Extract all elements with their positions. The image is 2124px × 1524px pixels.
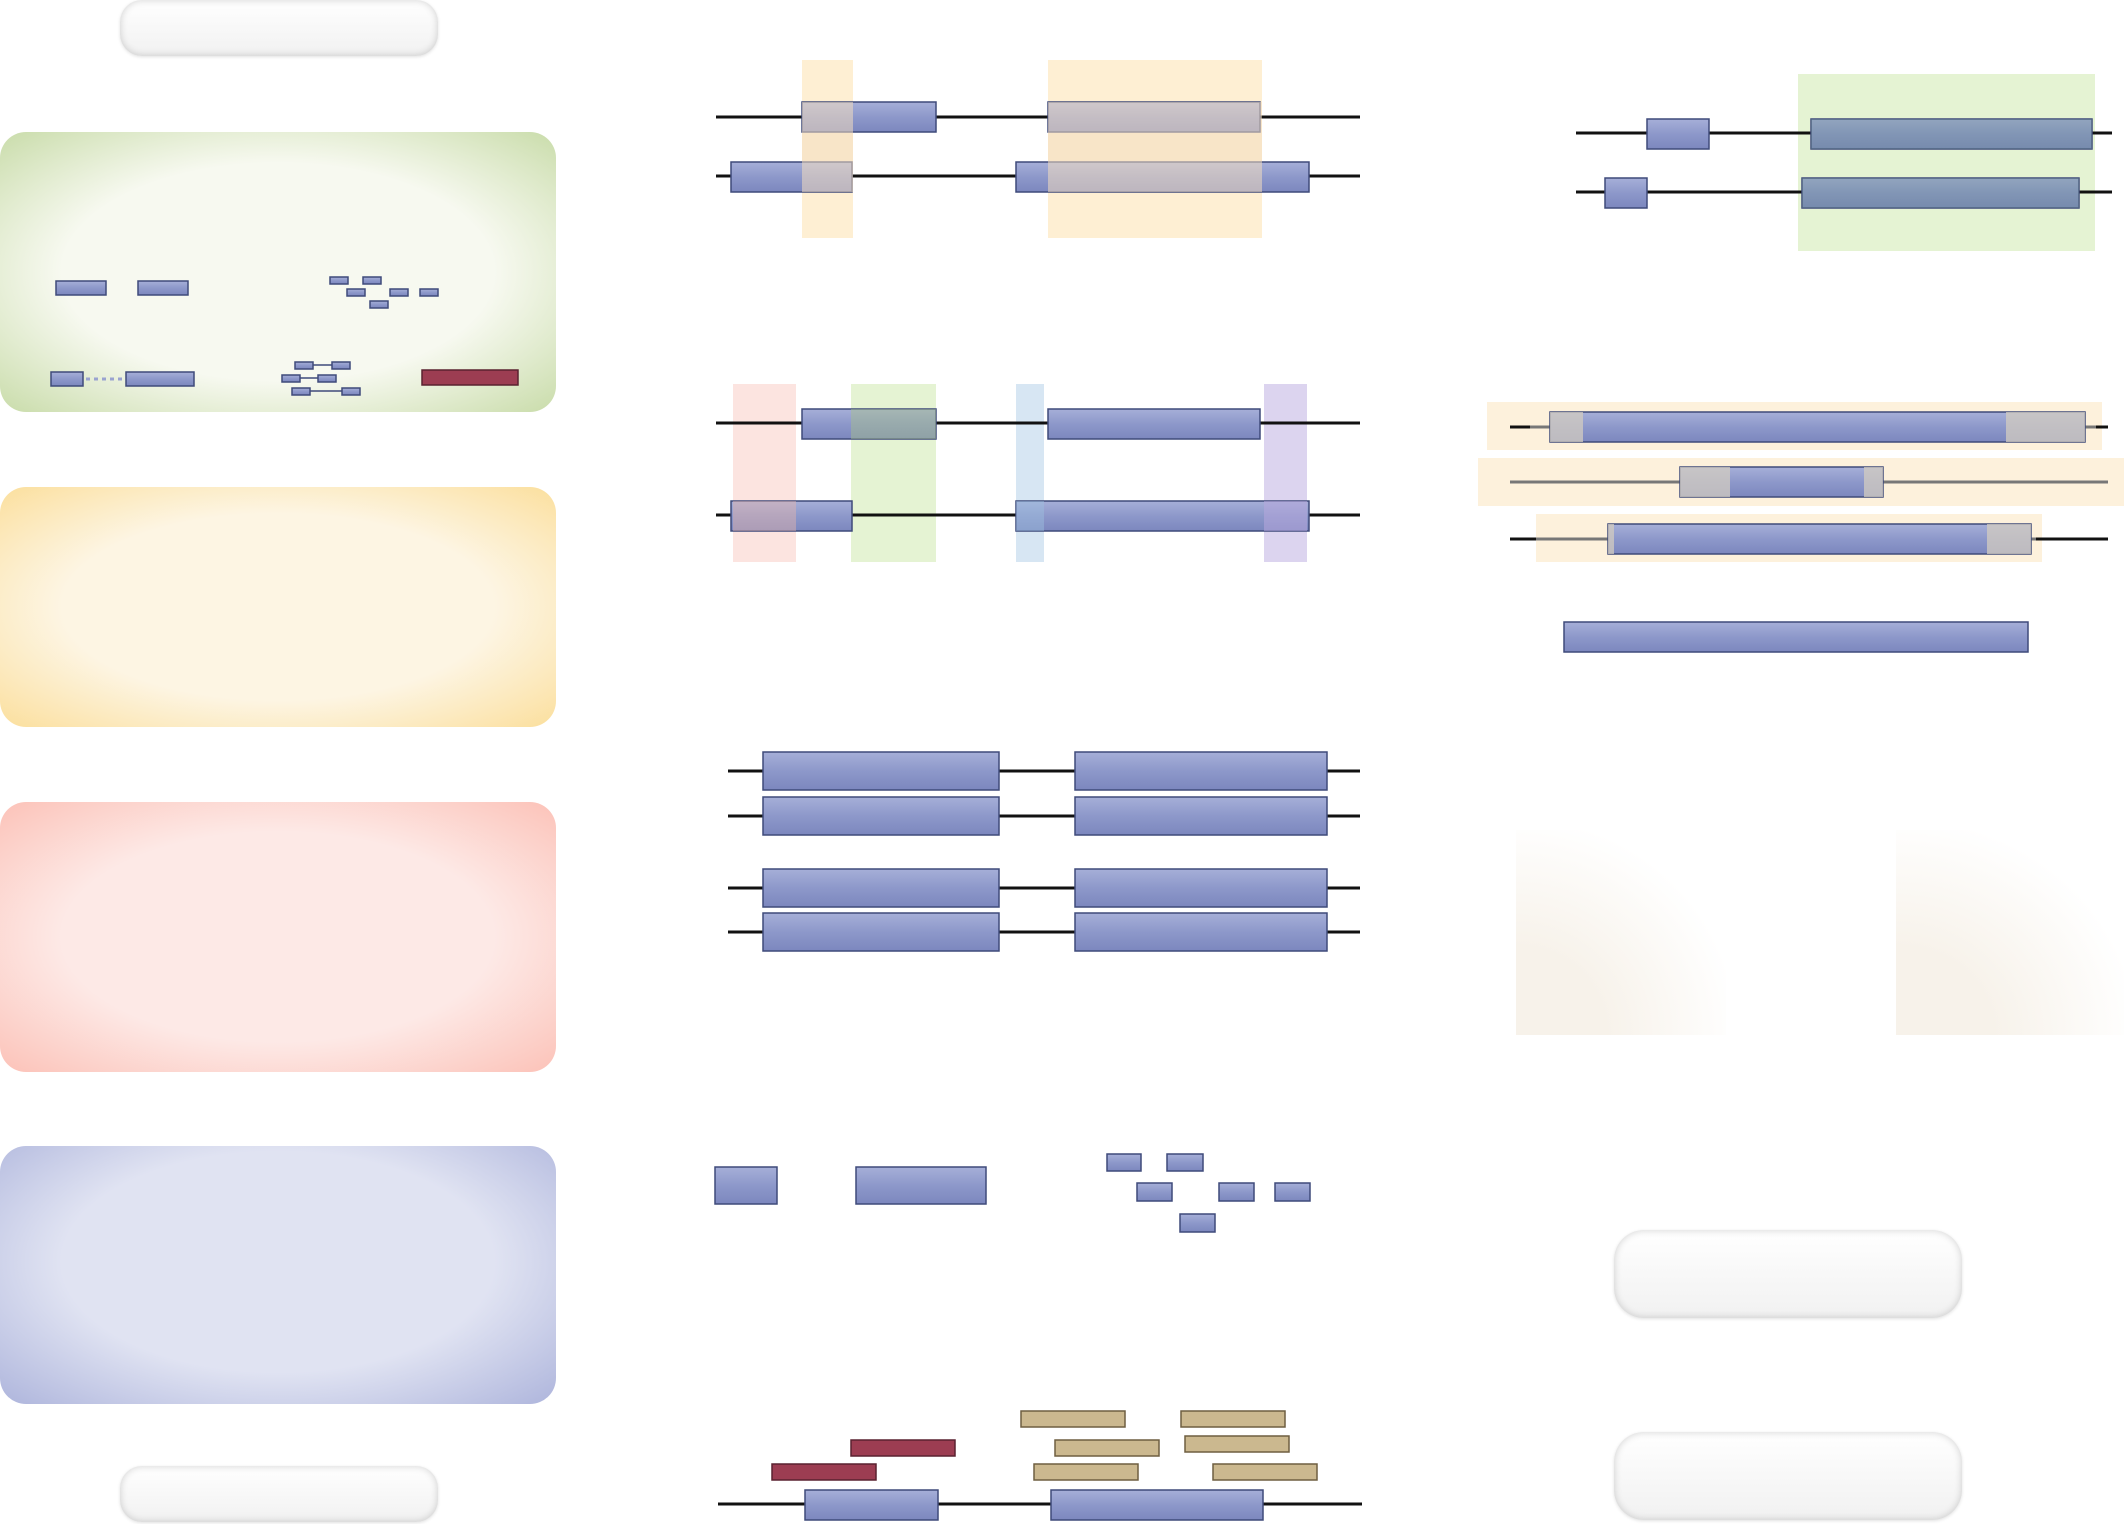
top-left-label-pill: [120, 0, 438, 56]
panel-green-glyphs: [50, 276, 519, 396]
exon-block-icon: [55, 280, 107, 296]
paired-read-icon: [281, 361, 361, 396]
faded-shape-left: [1516, 830, 1726, 1035]
middle-diagram-4: [714, 1153, 1311, 1233]
gene-model-icon: [50, 371, 195, 387]
right-diagram-1: [1576, 74, 2112, 251]
bottom-left-label-pill: [120, 1466, 438, 1522]
legend-panel-blue: [0, 1146, 556, 1404]
right-diagram-2: [1478, 402, 2124, 562]
exon-block-icon: [137, 280, 189, 296]
legend-panel-yellow: [0, 487, 556, 727]
middle-diagram-1: [716, 60, 1360, 238]
legend-panel-green: [0, 132, 556, 412]
read-fragment-icon: [329, 276, 439, 309]
middle-diagram-3: [728, 751, 1360, 952]
right-label-pill-2: [1614, 1432, 1962, 1520]
right-diagram-3: [1563, 621, 2029, 653]
feature-block-icon: [421, 369, 519, 386]
legend-panel-red: [0, 802, 556, 1072]
middle-diagram-5: [718, 1410, 1362, 1521]
middle-diagram-2: [716, 384, 1360, 562]
faded-shape-right: [1896, 830, 2124, 1035]
right-label-pill-1: [1614, 1230, 1962, 1318]
